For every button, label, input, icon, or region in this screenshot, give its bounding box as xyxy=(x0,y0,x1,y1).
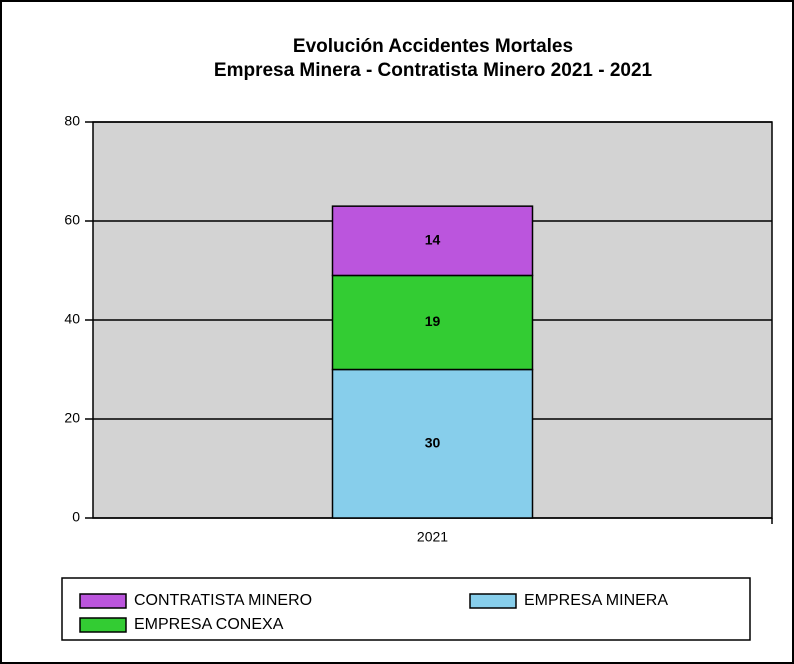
bar-segment xyxy=(331,205,534,277)
y-tick-label: 0 xyxy=(72,509,80,525)
y-tick-label: 60 xyxy=(64,212,80,228)
y-tick-label: 80 xyxy=(64,113,80,129)
data-label: 14 xyxy=(425,232,441,248)
chart-subtitle: Empresa Minera - Contratista Minero 2021… xyxy=(214,60,653,81)
bar-segment xyxy=(331,274,534,371)
y-tick-label: 40 xyxy=(64,311,80,327)
legend-label: CONTRATISTA MINERO xyxy=(134,592,312,609)
legend-label: EMPRESA MINERA xyxy=(524,592,668,609)
data-label: 19 xyxy=(425,313,441,329)
legend-label: EMPRESA CONEXA xyxy=(134,616,284,633)
legend-swatch xyxy=(469,593,517,609)
y-tick-label: 20 xyxy=(64,410,80,426)
bar-segment xyxy=(331,368,534,519)
legend-swatch xyxy=(79,617,127,633)
legend-swatch xyxy=(79,593,127,609)
legend-box xyxy=(61,577,751,641)
chart-title: Evolución Accidentes Mortales xyxy=(293,36,573,57)
x-tick-label: 2021 xyxy=(417,529,448,545)
data-label: 30 xyxy=(425,434,441,450)
